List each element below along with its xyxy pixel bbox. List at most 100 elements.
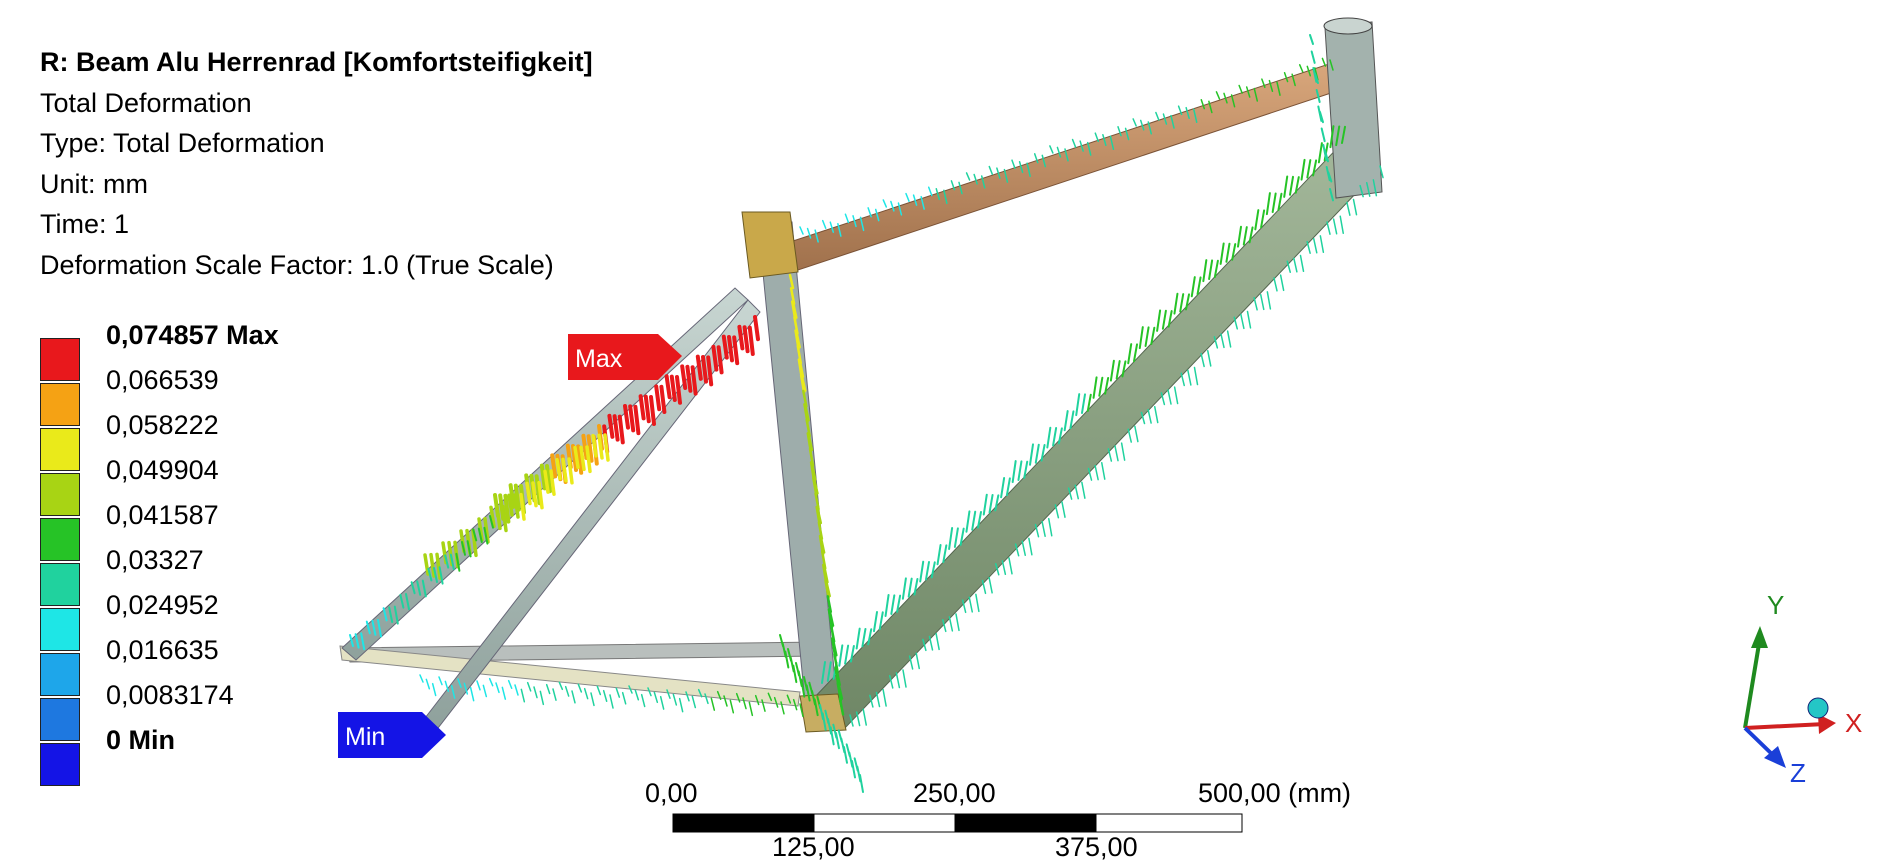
deformation-vector (817, 521, 824, 540)
deformation-vector (838, 644, 844, 667)
deformation-vector (680, 364, 688, 390)
scale-label-250: 250,00 (913, 778, 996, 808)
legend-swatch[interactable] (40, 743, 80, 786)
deformation-vector (1260, 209, 1266, 229)
deformation-vector (543, 469, 550, 494)
deformation-vector (1190, 276, 1196, 298)
deformation-vector (907, 577, 913, 598)
deformation-vectors (349, 34, 1384, 793)
deformation-vector (748, 701, 754, 717)
chainstay-tube-far[interactable] (339, 645, 801, 707)
deformation-vector (829, 726, 835, 746)
legend-swatch[interactable] (40, 518, 80, 561)
deformation-vector (1339, 215, 1344, 234)
deformation-vector (1379, 165, 1384, 179)
deformation-vector (704, 693, 709, 705)
seat-tube[interactable] (757, 221, 839, 713)
deformation-vector (1271, 192, 1277, 214)
deformation-vector (1120, 442, 1126, 461)
deformation-vector (1049, 145, 1054, 154)
deformation-vector (349, 634, 354, 647)
deformation-vector (1092, 376, 1098, 399)
legend-swatch[interactable] (40, 383, 80, 426)
deformation-vector (519, 492, 526, 521)
deformation-vector (1240, 313, 1245, 330)
legend-swatch[interactable] (40, 338, 80, 381)
deformation-vector (835, 668, 841, 687)
deformation-vector (435, 552, 442, 580)
legend-swatch[interactable] (40, 653, 80, 696)
deformation-vector (1057, 427, 1063, 445)
deformation-vector (802, 389, 808, 408)
deformation-vector (602, 689, 608, 703)
deformation-vector (806, 227, 812, 239)
deformation-vector (1104, 377, 1110, 395)
deformation-vector (1167, 310, 1173, 328)
deformation-vector (1155, 111, 1160, 121)
deformation-vector (1087, 467, 1093, 481)
deformation-vector (710, 697, 716, 711)
deformation-vector (988, 494, 994, 514)
deformation-vector (377, 619, 382, 638)
deformation-vector (1242, 226, 1248, 246)
legend-value-label: 0,074857 Max (106, 320, 279, 350)
deformation-vector (438, 566, 444, 585)
deformation-vector (382, 607, 388, 622)
deformation-vector (1117, 126, 1122, 137)
deformation-vector (873, 611, 878, 633)
deformation-vector (577, 683, 583, 693)
deformation-vector (525, 481, 532, 506)
legend-swatch[interactable] (40, 698, 80, 741)
deformation-vector (1215, 91, 1221, 100)
deformation-vector (488, 677, 494, 687)
deformation-vector (798, 360, 805, 379)
deformation-vector (889, 675, 894, 689)
deformation-vector (1208, 100, 1213, 114)
deformation-vector (820, 550, 827, 570)
y-axis-line (1743, 637, 1762, 729)
deformation-vector (1150, 326, 1156, 345)
deformation-vector (821, 661, 826, 684)
deformation-vector (1306, 159, 1312, 179)
deformation-vector (793, 316, 799, 335)
deformation-vector (1372, 179, 1378, 197)
deformation-vector (1107, 448, 1113, 462)
coordinate-triad[interactable]: Y X Z (1720, 590, 1870, 790)
legend-value-label: 0,041587 (106, 500, 219, 530)
deformation-vector (994, 494, 1000, 512)
deformation-vector (897, 202, 903, 216)
deformation-vector (973, 173, 978, 185)
deformation-vector (450, 684, 456, 699)
legend-swatch[interactable] (40, 428, 80, 471)
deformation-vector (664, 374, 672, 400)
deformation-vector (1309, 34, 1314, 45)
legend-swatch[interactable] (40, 608, 80, 651)
deformation-vector (1329, 125, 1335, 149)
deformation-vector (1154, 406, 1159, 424)
legend-value-label: 0 Min (106, 725, 176, 755)
triad-isometric-ball-icon[interactable] (1807, 697, 1829, 719)
deformation-vector (1291, 73, 1296, 87)
deformation-vector (1081, 393, 1086, 414)
deformation-vector (1034, 443, 1040, 464)
deformation-vector (982, 493, 988, 516)
z-axis-arrow-icon (1764, 746, 1786, 768)
deformation-vector (1248, 226, 1254, 244)
deformation-vector (810, 463, 817, 481)
deformation-vector (1161, 309, 1167, 330)
deformation-vector (649, 395, 656, 426)
deformation-vector (935, 188, 941, 201)
legend-swatch[interactable] (40, 473, 80, 516)
legend-swatch[interactable] (40, 563, 80, 606)
deformation-vector (1202, 259, 1208, 283)
deformation-vector (980, 175, 986, 189)
result-type: Type: Total Deformation (40, 128, 325, 158)
deformation-vector (1185, 293, 1190, 311)
deformation-vector (1283, 175, 1289, 198)
bike-frame-model[interactable] (339, 17, 1383, 733)
result-unit: Unit: mm (40, 168, 148, 199)
deformation-vector (826, 595, 833, 613)
deformation-vector (844, 644, 850, 665)
deformation-vector (586, 434, 594, 463)
